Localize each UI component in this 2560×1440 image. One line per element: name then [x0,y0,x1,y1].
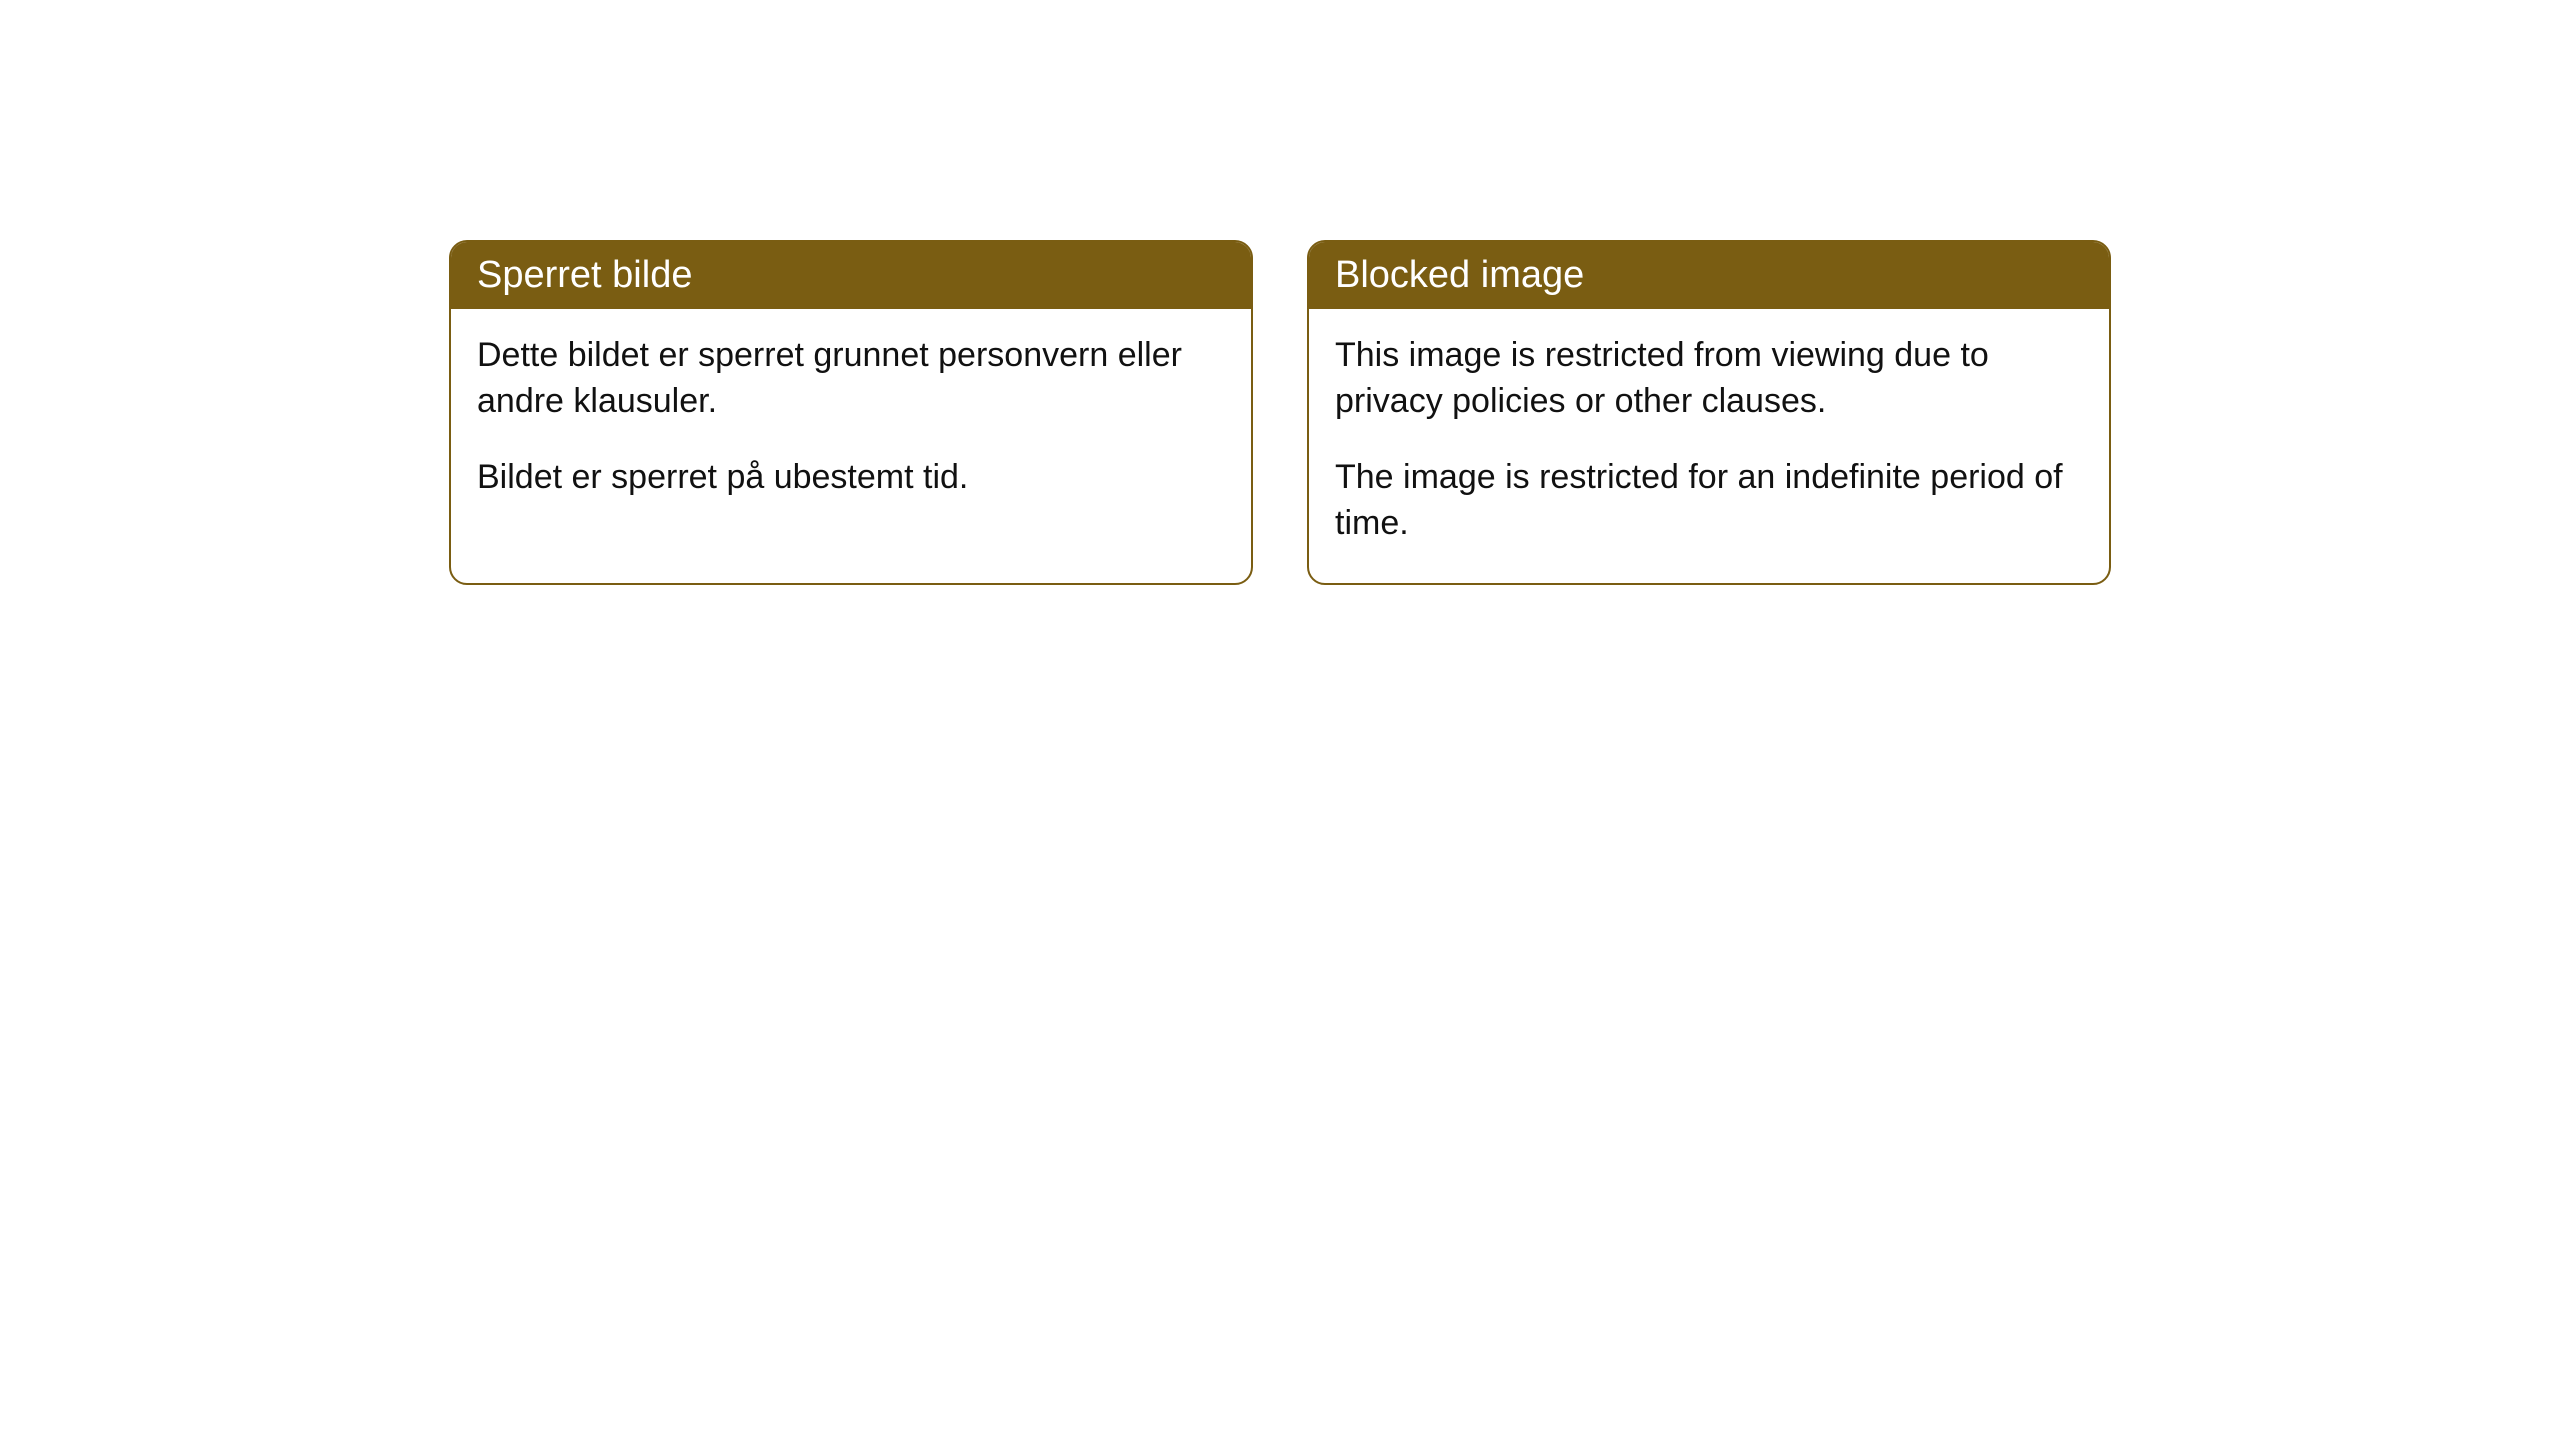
card-body-norwegian: Dette bildet er sperret grunnet personve… [451,309,1251,537]
notice-card-norwegian: Sperret bilde Dette bildet er sperret gr… [449,240,1253,585]
card-paragraph: This image is restricted from viewing du… [1335,333,2083,425]
card-header-norwegian: Sperret bilde [451,242,1251,309]
card-title: Sperret bilde [477,254,692,296]
card-paragraph: Bildet er sperret på ubestemt tid. [477,455,1225,501]
card-paragraph: The image is restricted for an indefinit… [1335,455,2083,547]
card-paragraph: Dette bildet er sperret grunnet personve… [477,333,1225,425]
card-title: Blocked image [1335,254,1584,296]
card-body-english: This image is restricted from viewing du… [1309,309,2109,583]
notice-cards-container: Sperret bilde Dette bildet er sperret gr… [449,240,2111,585]
notice-card-english: Blocked image This image is restricted f… [1307,240,2111,585]
card-header-english: Blocked image [1309,242,2109,309]
